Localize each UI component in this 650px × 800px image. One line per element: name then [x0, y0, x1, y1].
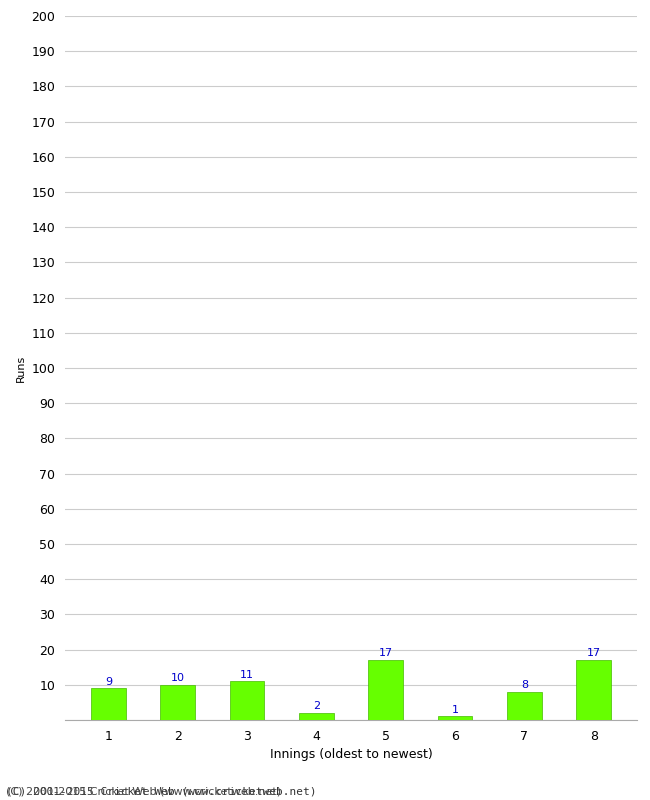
Text: 2: 2: [313, 701, 320, 711]
Bar: [437, 717, 473, 720]
Bar: [577, 660, 611, 720]
Text: 8: 8: [521, 680, 528, 690]
Bar: [507, 692, 541, 720]
Text: 9: 9: [105, 677, 112, 686]
Text: (C) 2001-2015 Cricket Web (www.cricketweb.net): (C) 2001-2015 Cricket Web (www.cricketwe…: [6, 786, 281, 796]
Bar: [369, 660, 403, 720]
Bar: [161, 685, 195, 720]
Text: 11: 11: [240, 670, 254, 679]
X-axis label: Innings (oldest to newest): Innings (oldest to newest): [270, 748, 432, 762]
Bar: [229, 682, 265, 720]
Text: 10: 10: [171, 673, 185, 683]
Bar: [299, 713, 333, 720]
Y-axis label: Runs: Runs: [16, 354, 26, 382]
Text: 17: 17: [378, 648, 393, 658]
Text: 1: 1: [452, 705, 458, 714]
Text: 17: 17: [586, 648, 601, 658]
Bar: [91, 688, 125, 720]
Text: (C) 2001-2015 Cricket Web (www.cricketweb.net): (C) 2001-2015 Cricket Web (www.cricketwe…: [6, 786, 317, 796]
